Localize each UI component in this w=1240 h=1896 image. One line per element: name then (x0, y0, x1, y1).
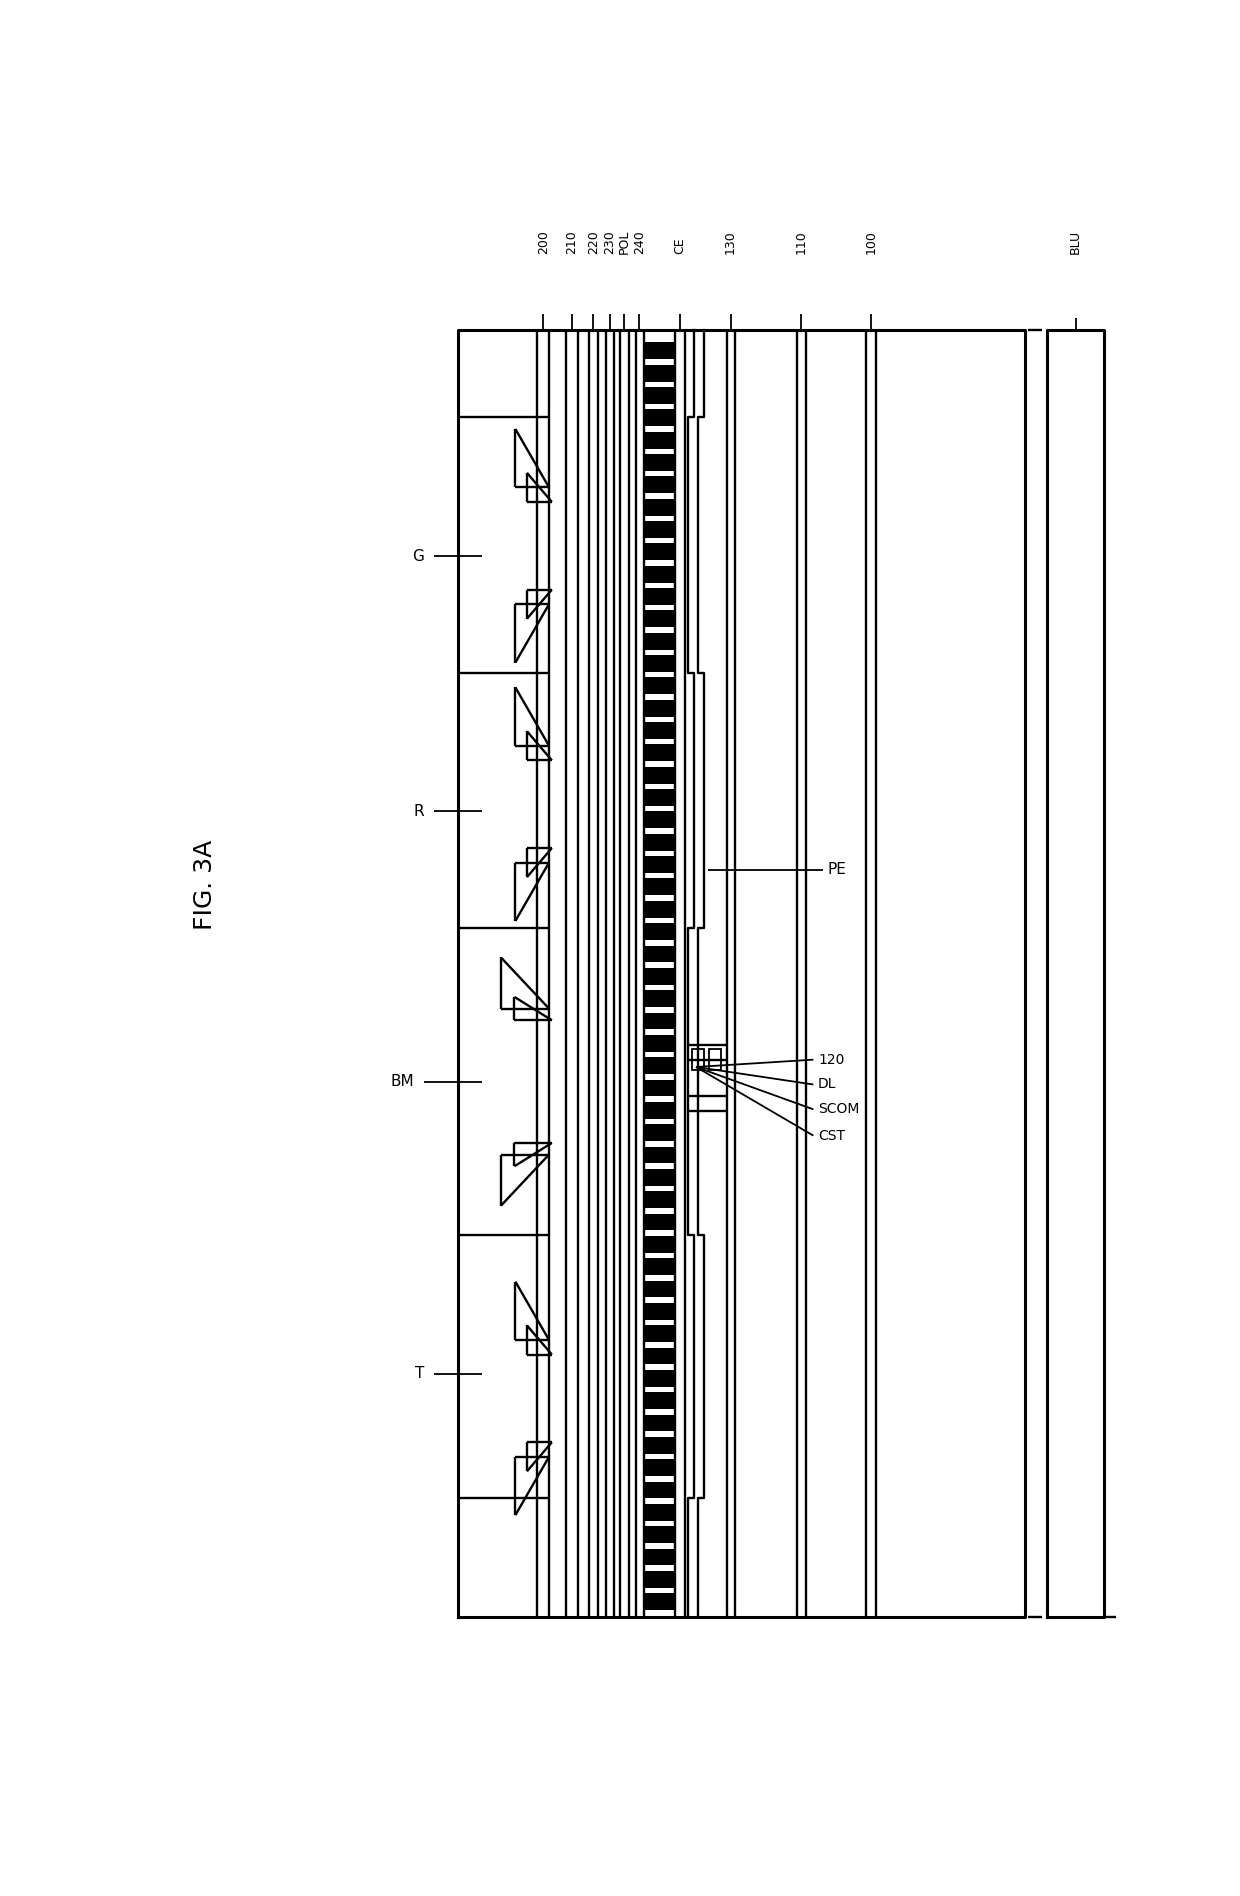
Bar (645, 432, 675, 449)
Bar (645, 1437, 675, 1454)
Text: BLU: BLU (1069, 229, 1083, 254)
Bar (645, 343, 675, 358)
Text: FIG. 3A: FIG. 3A (193, 840, 217, 929)
Text: 210: 210 (565, 229, 579, 254)
Bar (645, 1325, 675, 1342)
Text: 100: 100 (864, 229, 878, 254)
Bar (645, 1280, 675, 1297)
Bar (645, 364, 675, 381)
Bar (645, 1035, 675, 1052)
Text: SCOM: SCOM (818, 1102, 859, 1117)
Bar (645, 1147, 675, 1164)
Bar (645, 544, 675, 559)
Bar (645, 1124, 675, 1141)
Text: CST: CST (818, 1128, 846, 1143)
Text: 110: 110 (795, 229, 807, 254)
Bar (645, 766, 675, 783)
Bar (645, 834, 675, 851)
Bar (645, 1504, 675, 1521)
Bar (645, 1481, 675, 1498)
Bar (645, 565, 675, 582)
Bar (645, 588, 675, 605)
Text: 220: 220 (587, 229, 600, 254)
Text: 200: 200 (537, 229, 549, 254)
Bar (645, 1191, 675, 1208)
Bar (645, 1549, 675, 1566)
Bar (645, 521, 675, 538)
Bar (692, 1050, 704, 1069)
Bar (645, 1236, 675, 1253)
Bar (645, 455, 675, 470)
Bar (645, 990, 675, 1007)
Bar (645, 1348, 675, 1365)
Bar (645, 1414, 675, 1431)
Bar (645, 1102, 675, 1119)
Bar (645, 923, 675, 940)
Bar (645, 677, 675, 694)
Bar (645, 476, 675, 493)
Bar (709, 1050, 720, 1069)
Bar (645, 700, 675, 717)
Bar (645, 611, 675, 628)
Bar (645, 656, 675, 671)
Text: R: R (413, 804, 424, 819)
Text: G: G (412, 548, 424, 563)
Bar (645, 1079, 675, 1096)
Text: 240: 240 (632, 229, 646, 254)
Text: CE: CE (673, 237, 686, 254)
Bar (645, 811, 675, 829)
Bar (645, 1572, 675, 1587)
Bar (645, 789, 675, 806)
Bar (645, 633, 675, 650)
Bar (645, 499, 675, 516)
Bar (645, 1392, 675, 1409)
Bar (645, 745, 675, 762)
Bar (645, 1526, 675, 1543)
Bar (645, 1303, 675, 1320)
Text: DL: DL (818, 1077, 837, 1092)
Text: T: T (414, 1365, 424, 1380)
Bar (645, 878, 675, 895)
Text: 120: 120 (818, 1052, 844, 1067)
Bar (645, 1460, 675, 1477)
Text: PE: PE (828, 863, 847, 878)
Text: BM: BM (391, 1073, 414, 1088)
Bar (645, 410, 675, 427)
Bar (645, 901, 675, 918)
Bar (645, 1213, 675, 1231)
Bar (645, 857, 675, 872)
Bar (645, 722, 675, 739)
Bar (645, 946, 675, 963)
Bar (645, 387, 675, 404)
Bar (645, 967, 675, 984)
Text: 230: 230 (603, 229, 616, 254)
Bar (645, 1593, 675, 1610)
Bar (645, 1371, 675, 1386)
Text: POL: POL (618, 229, 630, 254)
Bar (645, 1058, 675, 1073)
Text: 130: 130 (724, 229, 737, 254)
Bar (645, 1259, 675, 1274)
Bar (645, 1168, 675, 1185)
Bar (645, 1012, 675, 1030)
